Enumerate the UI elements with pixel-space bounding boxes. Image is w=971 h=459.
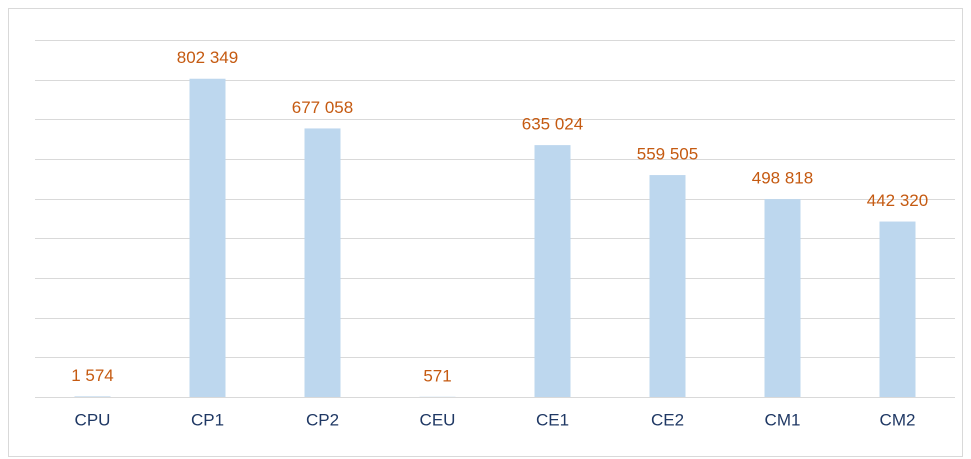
bar (304, 128, 341, 397)
bar (534, 145, 571, 397)
chart-border (8, 8, 963, 457)
data-label: 802 349 (177, 48, 238, 67)
x-tick-label: CE2 (651, 410, 684, 429)
x-tick-label: CPU (75, 410, 111, 429)
data-label: 677 058 (292, 98, 353, 117)
bar (649, 175, 686, 397)
data-label: 635 024 (522, 115, 583, 134)
x-tick-label: CP2 (306, 410, 339, 429)
x-tick-label: CM1 (765, 410, 801, 429)
bar (74, 396, 111, 397)
bar (879, 221, 916, 397)
data-label: 442 320 (867, 191, 928, 210)
data-label: 498 818 (752, 169, 813, 188)
x-tick-label: CEU (420, 410, 456, 429)
bar (764, 199, 801, 397)
x-tick-label: CM2 (880, 410, 916, 429)
data-label: 571 (423, 366, 451, 385)
x-tick-label: CP1 (191, 410, 224, 429)
data-label: 1 574 (71, 366, 114, 385)
x-tick-label: CE1 (536, 410, 569, 429)
data-label: 559 505 (637, 145, 698, 164)
bar (189, 78, 226, 397)
